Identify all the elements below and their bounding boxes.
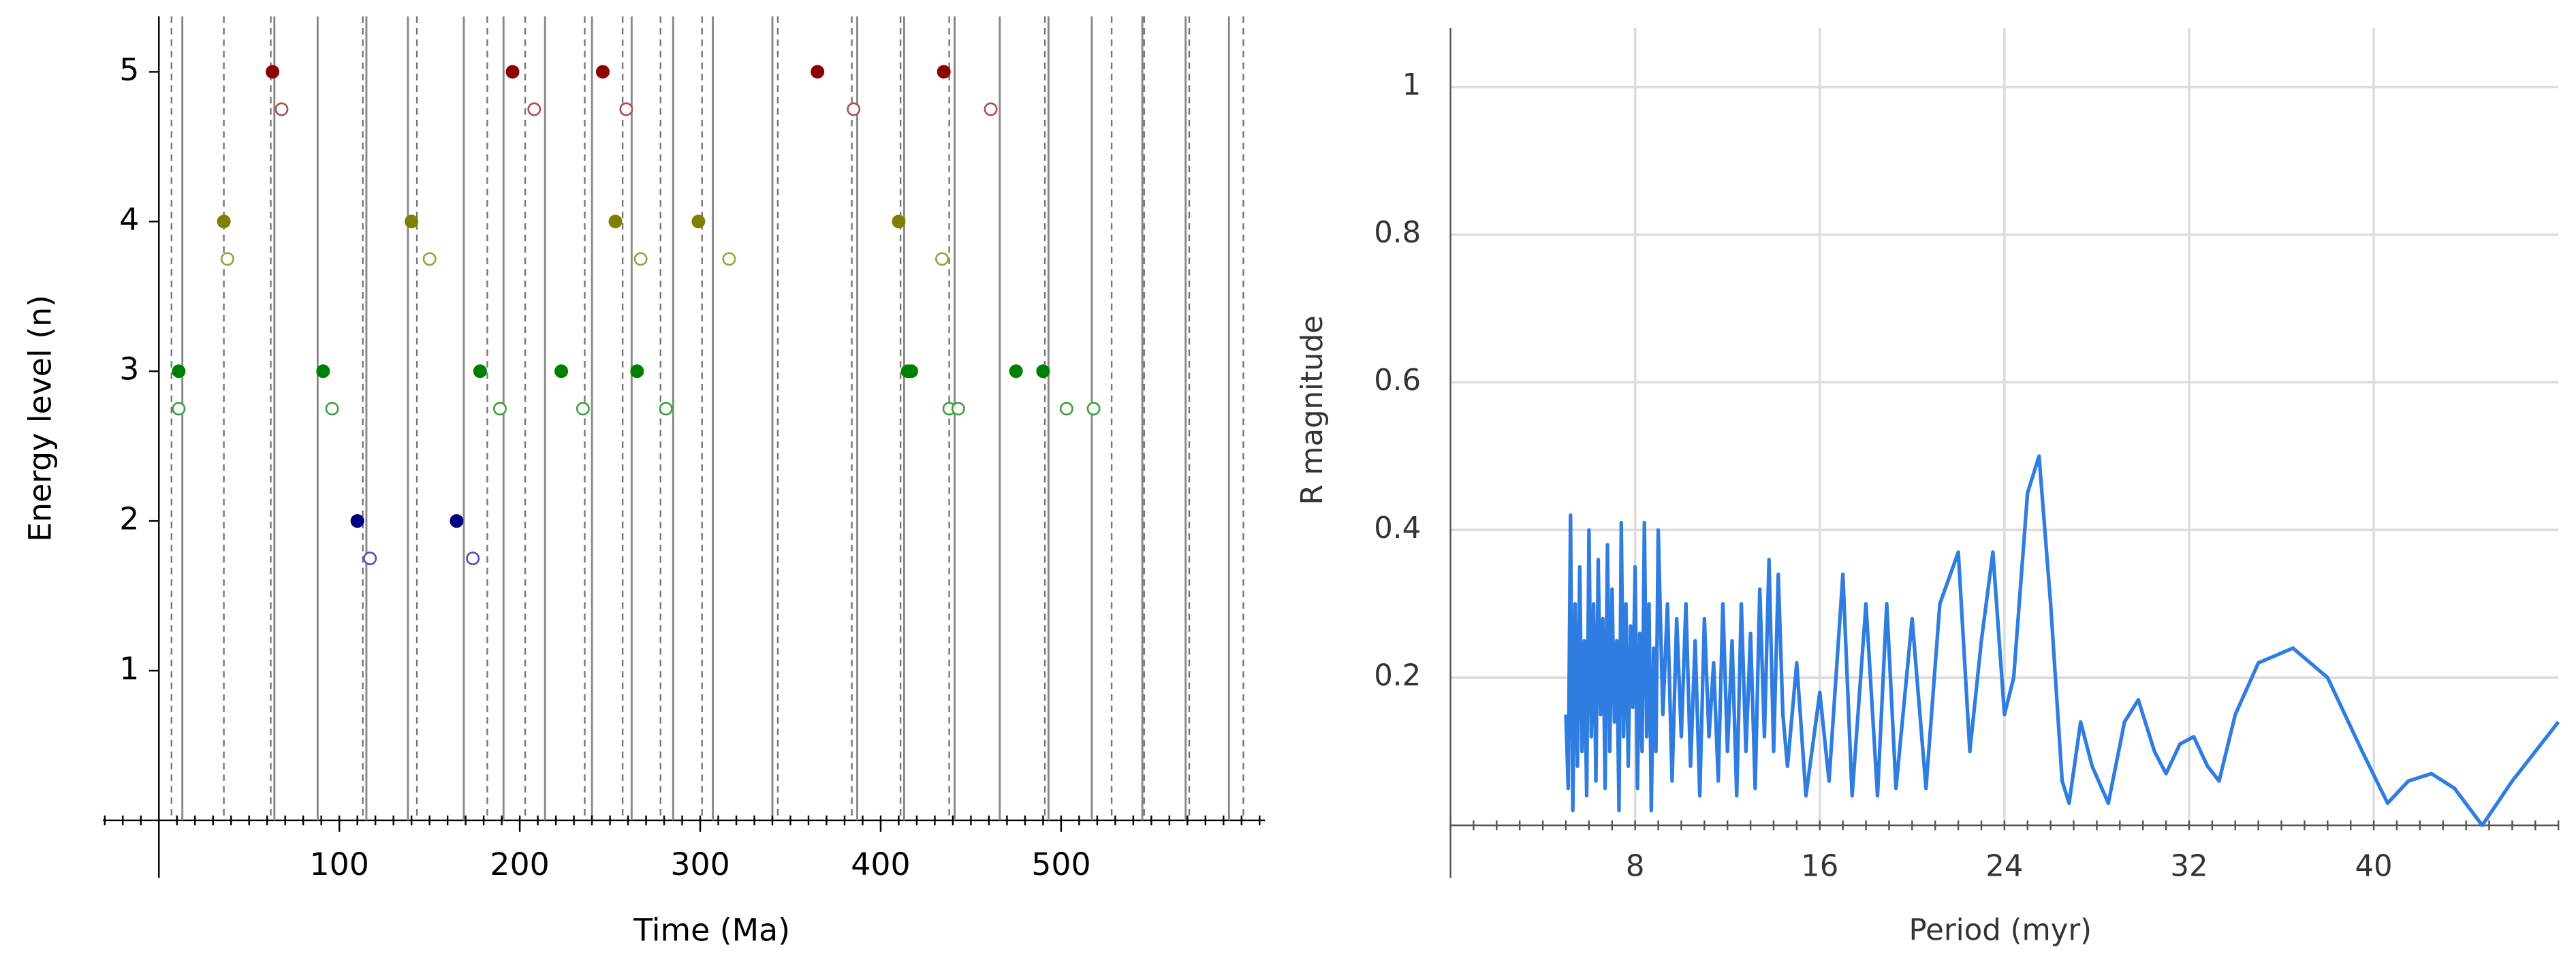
x-axis-label: Period (myr) [1909, 913, 2092, 947]
y-tick-label: 0.6 [1374, 364, 1421, 398]
x-tick-label: 300 [670, 846, 729, 882]
x-tick-label: 8 [1626, 849, 1645, 883]
point [350, 514, 364, 528]
point [811, 65, 825, 79]
point [608, 214, 623, 229]
point [722, 252, 736, 266]
x-tick-label: 500 [1031, 846, 1090, 882]
x-axis-label: Time (Ma) [633, 912, 790, 948]
point [1086, 402, 1101, 416]
point [630, 364, 644, 379]
point [466, 552, 480, 566]
point [951, 402, 965, 416]
point [905, 364, 919, 379]
point [172, 364, 186, 379]
point [363, 552, 377, 566]
y-tick-label: 0.8 [1374, 216, 1421, 250]
y-axis-label: R magnitude [1295, 315, 1330, 505]
y-tick-label: 4 [119, 202, 139, 238]
y-tick-label: 5 [119, 52, 139, 88]
point [220, 252, 234, 266]
x-tick-label: 24 [1985, 849, 2023, 883]
x-tick-label: 400 [851, 846, 910, 882]
point [984, 102, 998, 116]
y-tick-label: 2 [119, 501, 139, 537]
point [172, 402, 186, 416]
point [633, 252, 648, 266]
x-tick-label: 16 [1801, 849, 1838, 883]
point [450, 514, 464, 528]
point [554, 364, 569, 379]
point [1036, 364, 1050, 379]
point [274, 102, 289, 116]
point [1009, 364, 1023, 379]
point [405, 214, 419, 229]
x-tick-label: 32 [2170, 849, 2208, 883]
point [892, 214, 906, 229]
point [619, 102, 633, 116]
x-tick-label: 40 [2355, 849, 2392, 883]
period-chart: Period (myr) R magnitude 8 16 24 32 40 0.2 0.4… [1295, 27, 2560, 947]
y-tick-label: 0.4 [1374, 511, 1421, 545]
y-tick-label: 1 [119, 651, 139, 687]
point [1059, 402, 1073, 416]
point [691, 214, 706, 229]
point [937, 65, 951, 79]
point [595, 65, 610, 79]
point [492, 402, 507, 416]
point [217, 214, 231, 229]
y-axis-label: Energy level (n) [22, 295, 58, 542]
point [316, 364, 330, 379]
point [935, 252, 949, 266]
y-tick-label: 0.2 [1374, 659, 1421, 693]
point [422, 252, 437, 266]
x-tick-label: 200 [490, 846, 549, 882]
point [659, 402, 673, 416]
line [1564, 454, 2560, 827]
point [473, 364, 487, 379]
time-chart: Time (Ma) Energy level (n) 1 2 3 4 5 100 200 30… [22, 16, 1266, 948]
x-tick-label: 100 [310, 846, 369, 882]
y-tick-label: 1 [1402, 68, 1421, 102]
point [325, 402, 339, 416]
y-tick-label: 3 [119, 351, 139, 387]
point [505, 65, 520, 79]
point [576, 402, 590, 416]
point [266, 65, 280, 79]
point [527, 102, 541, 116]
point [847, 102, 861, 116]
